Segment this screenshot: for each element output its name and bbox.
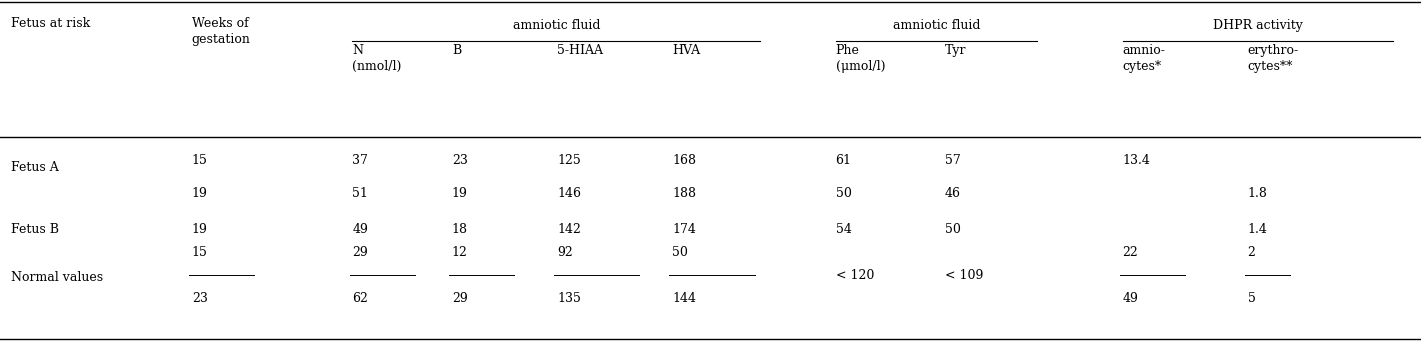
Text: 46: 46 xyxy=(945,187,961,200)
Text: 146: 146 xyxy=(557,187,581,200)
Text: 19: 19 xyxy=(452,187,468,200)
Text: 168: 168 xyxy=(672,154,696,167)
Text: Fetus B: Fetus B xyxy=(11,223,60,236)
Text: 1.4: 1.4 xyxy=(1248,223,1268,236)
Text: 54: 54 xyxy=(836,223,851,236)
Text: 29: 29 xyxy=(352,246,368,259)
Text: 50: 50 xyxy=(836,187,851,200)
Text: Weeks of
gestation: Weeks of gestation xyxy=(192,17,250,45)
Text: B: B xyxy=(452,44,462,57)
Text: 49: 49 xyxy=(352,223,368,236)
Text: 50: 50 xyxy=(672,246,688,259)
Text: 22: 22 xyxy=(1123,246,1138,259)
Text: Phe
(μmol/l): Phe (μmol/l) xyxy=(836,44,885,73)
Text: 5-HIAA: 5-HIAA xyxy=(557,44,603,57)
Text: 29: 29 xyxy=(452,292,468,305)
Text: < 120: < 120 xyxy=(836,269,874,282)
Text: 37: 37 xyxy=(352,154,368,167)
Text: 19: 19 xyxy=(192,223,207,236)
Text: 2: 2 xyxy=(1248,246,1256,259)
Text: erythro-
cytes**: erythro- cytes** xyxy=(1248,44,1299,73)
Text: 144: 144 xyxy=(672,292,696,305)
Text: 50: 50 xyxy=(945,223,961,236)
Text: 51: 51 xyxy=(352,187,368,200)
Text: Fetus at risk: Fetus at risk xyxy=(11,17,91,30)
Text: 23: 23 xyxy=(452,154,468,167)
Text: amniotic fluid: amniotic fluid xyxy=(892,19,980,32)
Text: 92: 92 xyxy=(557,246,573,259)
Text: 174: 174 xyxy=(672,223,696,236)
Text: 5: 5 xyxy=(1248,292,1256,305)
Text: Fetus A: Fetus A xyxy=(11,161,60,174)
Text: amnio-
cytes*: amnio- cytes* xyxy=(1123,44,1165,73)
Text: 12: 12 xyxy=(452,246,468,259)
Text: DHPR activity: DHPR activity xyxy=(1212,19,1303,32)
Text: 188: 188 xyxy=(672,187,696,200)
Text: 23: 23 xyxy=(192,292,207,305)
Text: 15: 15 xyxy=(192,154,207,167)
Text: Normal values: Normal values xyxy=(11,271,104,284)
Text: 1.8: 1.8 xyxy=(1248,187,1268,200)
Text: 125: 125 xyxy=(557,154,581,167)
Text: < 109: < 109 xyxy=(945,269,983,282)
Text: 57: 57 xyxy=(945,154,961,167)
Text: 19: 19 xyxy=(192,187,207,200)
Text: 49: 49 xyxy=(1123,292,1138,305)
Text: 18: 18 xyxy=(452,223,468,236)
Text: Tyr: Tyr xyxy=(945,44,966,57)
Text: 13.4: 13.4 xyxy=(1123,154,1151,167)
Text: 135: 135 xyxy=(557,292,581,305)
Text: 62: 62 xyxy=(352,292,368,305)
Text: 142: 142 xyxy=(557,223,581,236)
Text: 61: 61 xyxy=(836,154,851,167)
Text: HVA: HVA xyxy=(672,44,701,57)
Text: 15: 15 xyxy=(192,246,207,259)
Text: N
(nmol/l): N (nmol/l) xyxy=(352,44,402,73)
Text: amniotic fluid: amniotic fluid xyxy=(513,19,600,32)
